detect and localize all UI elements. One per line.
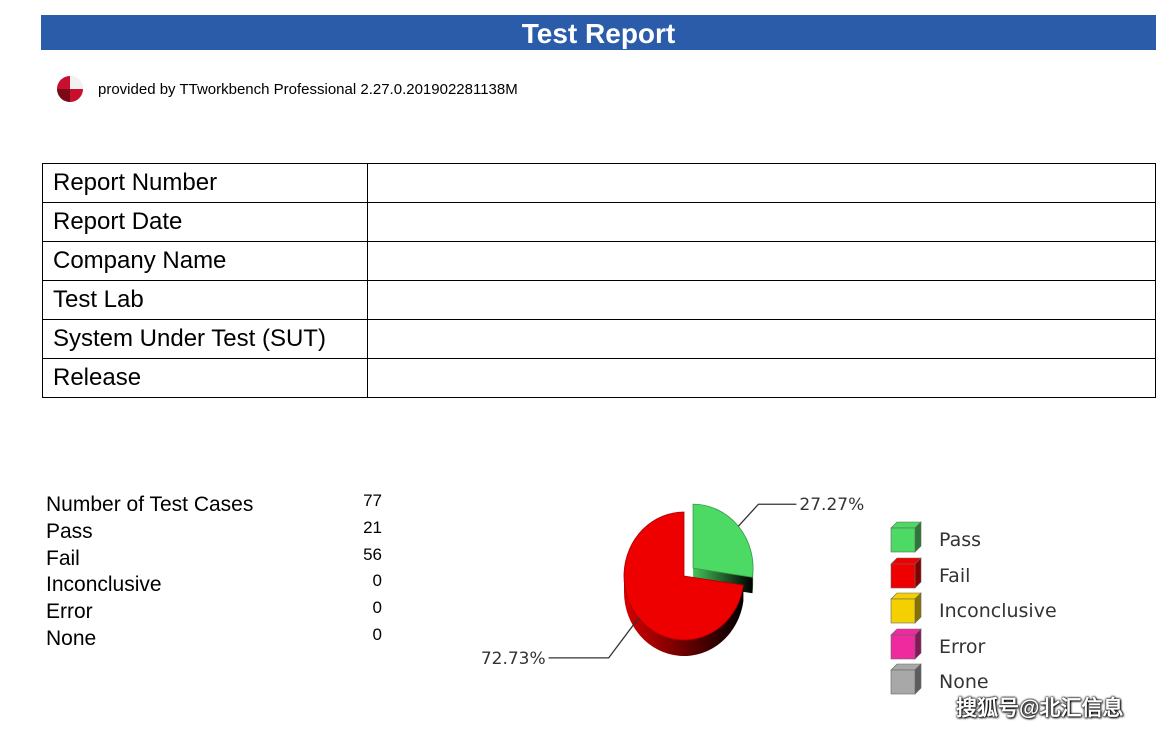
stat-label: None [46,626,97,650]
result-pie-chart: 27.27% 72.73% [481,495,864,669]
legend-item-inconclusive: Inconclusive [888,591,1057,627]
info-value [367,280,1156,320]
info-label: System Under Test (SUT) [42,319,368,359]
provider-line: provided by TTworkbench Professional 2.2… [56,76,518,102]
table-row: Release [42,358,1156,398]
legend-swatch-icon [890,556,922,589]
legend-swatch-icon [890,627,922,660]
legend-item-pass: Pass [888,520,981,556]
info-value [367,241,1156,281]
table-row: System Under Test (SUT) [42,319,1156,359]
info-value [367,319,1156,359]
table-row: Company Name [42,241,1156,281]
leader-line [548,617,640,659]
swatch-front [890,563,916,588]
chart-legend: Pass Fail Inconclusive Error None [888,520,1057,698]
legend-item-none: None [888,662,989,698]
legend-swatch-icon [890,521,922,553]
stat-value: 0 [372,624,382,644]
info-label: Report Number [42,163,368,203]
report-info-table: Report Number Report Date Company Name T… [42,163,1156,398]
stat-value: 0 [372,571,382,591]
swatch-front [890,669,916,695]
info-value [367,358,1156,398]
provider-text: provided by TTworkbench Professional 2.2… [98,80,518,98]
table-row: Report Date [42,202,1156,242]
info-label: Test Lab [42,280,368,320]
info-label: Release [42,358,368,398]
legend-swatch-icon [890,663,922,695]
stat-label: Inconclusive [46,573,162,597]
legend-label: Pass [939,529,982,551]
stat-value: 77 [363,491,382,510]
info-label: Company Name [42,241,368,281]
legend-label: None [939,671,989,693]
swatch-front [890,634,916,659]
table-row: Report Number [42,163,1156,203]
info-label: Report Date [42,202,368,242]
legend-label: Inconclusive [939,600,1057,622]
legend-label: Error [939,635,986,658]
pie-slice-fail: 72.73% [481,511,744,669]
pie-slice-pass: 27.27% [692,495,864,594]
ttworkbench-logo-icon [57,76,83,102]
legend-item-fail: Fail [888,556,970,592]
stat-value: 0 [372,598,382,618]
info-value [367,202,1156,242]
legend-swatch-icon [890,592,922,624]
stat-label: Fail [46,546,80,570]
leader-line [737,503,797,527]
table-row: Test Lab [42,280,1156,320]
info-value [367,163,1156,203]
stat-value: 21 [363,517,382,537]
pie-slice-top [692,503,754,578]
stat-label: Error [46,600,93,624]
data-label: 27.27% [799,495,864,515]
stat-label: Number of Test Cases [46,493,254,516]
legend-item-error: Error [888,627,985,663]
swatch-front [890,527,916,553]
report-title: Test Report [41,15,1156,50]
pie-slice-side [624,576,744,656]
legend-label: Fail [939,564,971,587]
watermark: 搜狐号@北汇信息 [956,697,1124,720]
stat-label: Pass [46,519,93,543]
swatch-front [890,598,916,624]
stat-value: 56 [363,544,382,564]
data-label: 72.73% [481,649,546,669]
